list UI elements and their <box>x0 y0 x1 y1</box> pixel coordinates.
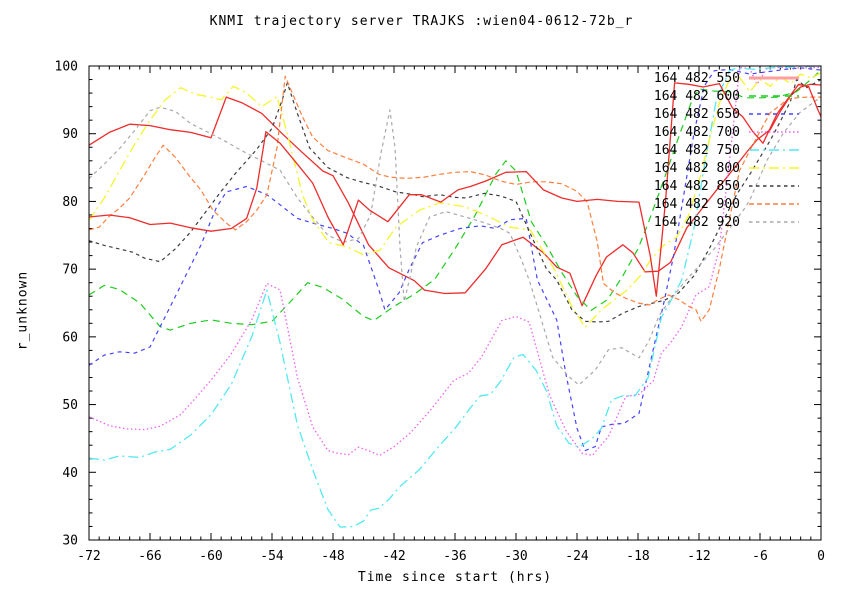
legend-item: 164 482 850 <box>490 177 800 195</box>
legend-line-sample <box>749 76 799 80</box>
x-tick-label: -42 <box>382 549 405 564</box>
axis-tick-labels: -72 -66 -60 -54 -48 -42 -36 -30 -24 -18 -12 -6 03040… <box>55 60 825 565</box>
chart-legend: 164 482 550 164 482 600 164 482 650 164 482… <box>490 69 800 231</box>
legend-item: 164 482 650 <box>490 105 800 123</box>
legend-line-sample <box>749 203 799 205</box>
legend-label: 164 482 800 <box>653 160 740 176</box>
legend-label: 164 482 900 <box>653 196 740 212</box>
x-tick-label: -66 <box>138 549 161 564</box>
y-tick-label: 80 <box>62 195 78 210</box>
legend-line-sample <box>749 185 799 187</box>
x-tick-label: -30 <box>504 549 527 564</box>
series-line-164-482-800 <box>88 72 822 329</box>
legend-item: 164 482 900 <box>490 195 800 213</box>
x-tick-label: -36 <box>443 549 466 564</box>
y-tick-label: 100 <box>55 60 78 75</box>
legend-item: 164 482 800 <box>490 159 800 177</box>
legend-line-sample <box>749 95 799 97</box>
legend-line-sample <box>749 149 799 151</box>
legend-item: 164 482 550 <box>490 69 800 87</box>
x-axis-label: Time since start (hrs) <box>357 570 553 585</box>
series-lines <box>88 65 822 528</box>
y-tick-label: 50 <box>62 398 78 413</box>
legend-label: 164 482 650 <box>653 106 740 122</box>
legend-label: 164 482 700 <box>653 124 740 140</box>
x-tick-label: -54 <box>260 549 284 564</box>
x-tick-label: -72 <box>77 549 100 564</box>
legend-line-sample <box>749 167 799 169</box>
legend-label: 164 482 550 <box>653 70 740 86</box>
series-line-164-482-920 <box>88 97 822 386</box>
y-tick-label: 40 <box>62 466 78 481</box>
legend-label: 164 482 920 <box>653 214 740 230</box>
legend-line-sample <box>749 131 799 133</box>
x-tick-label: -24 <box>565 549 589 564</box>
x-tick-label: -48 <box>321 549 344 564</box>
legend-line-sample <box>749 221 799 223</box>
y-tick-label: 70 <box>62 263 78 278</box>
legend-item: 164 482 750 <box>490 141 800 159</box>
series-line-164-482-900 <box>88 75 821 322</box>
x-tick-label: -18 <box>626 549 649 564</box>
series-line-164-482-600 <box>88 69 822 331</box>
y-tick-label: 90 <box>62 127 78 142</box>
legend-item: 164 482 920 <box>490 213 800 231</box>
x-tick-label: -12 <box>687 549 710 564</box>
x-tick-label: 0 <box>817 549 825 564</box>
plot-border <box>88 65 822 541</box>
legend-label: 164 482 850 <box>653 178 740 194</box>
x-tick-label: -6 <box>752 549 768 564</box>
series-line-164-482-750 <box>88 65 822 528</box>
legend-item: 164 482 700 <box>490 123 800 141</box>
legend-label: 164 482 750 <box>653 142 740 158</box>
legend-line-sample <box>749 113 799 115</box>
x-tick-label: -60 <box>199 549 222 564</box>
y-axis-label: r_unknown <box>15 270 31 351</box>
axis-ticks <box>88 65 822 541</box>
legend-label: 164 482 600 <box>653 88 740 104</box>
chart-title: KNMI trajectory server TRAJKS :wien04-06… <box>209 14 634 29</box>
legend-item: 164 482 600 <box>490 87 800 105</box>
series-line-unlabeled-red-trajectory <box>88 82 822 297</box>
series-line-164-482-850 <box>88 78 822 323</box>
y-tick-label: 30 <box>62 534 78 549</box>
series-line-164-482-550 <box>88 83 822 307</box>
y-tick-label: 60 <box>62 330 78 345</box>
